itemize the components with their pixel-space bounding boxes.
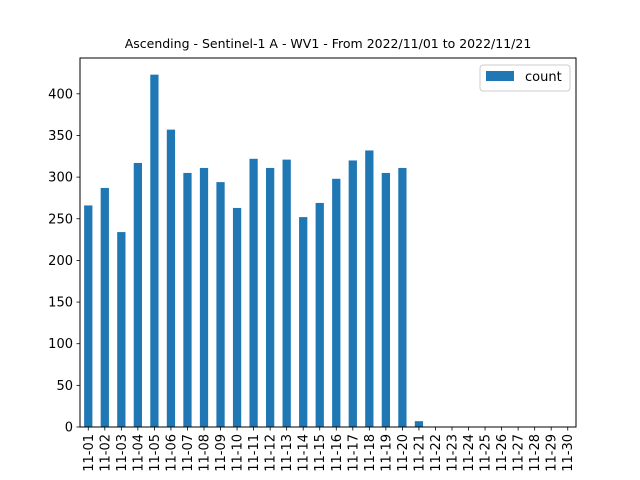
bar-11-03 [117, 232, 126, 427]
bar-11-11 [249, 158, 258, 427]
bar-11-10 [232, 207, 242, 427]
bar-11-14 [299, 217, 308, 427]
plot-frame [79, 57, 577, 428]
bars-group [84, 74, 424, 428]
x-axis: 11-01 11-02 11-03 11-04 11-05 11-06 11-07 11-08… [82, 427, 576, 472]
x-tick-label: 11-12 [264, 434, 279, 472]
x-tick-label: 11-18 [363, 434, 378, 472]
y-tick-label: 300 [48, 171, 73, 186]
chart-title: Ascending - Sentinel-1 A - WV1 - From 20… [125, 36, 532, 51]
x-tick-label: 11-22 [429, 434, 444, 472]
bar-11-17 [348, 160, 357, 427]
bar-11-09 [216, 182, 225, 427]
x-tick-label: 11-16 [330, 434, 345, 472]
x-tick-label: 11-17 [346, 434, 361, 472]
bar-11-20 [398, 167, 407, 428]
bar-11-02 [100, 187, 109, 427]
x-tick-label: 11-02 [98, 434, 113, 472]
x-tick-label: 11-08 [198, 434, 213, 472]
x-tick-label: 11-26 [495, 434, 510, 472]
bar-11-13 [282, 159, 291, 427]
legend-swatch [486, 71, 514, 81]
x-tick-label: 11-27 [512, 434, 527, 472]
x-tick-label: 11-07 [181, 434, 196, 472]
y-tick-label: 0 [65, 421, 73, 436]
bar-11-08 [199, 167, 209, 428]
bar-11-05 [150, 74, 159, 427]
x-tick-label: 11-23 [446, 434, 461, 472]
y-tick-label: 350 [48, 129, 73, 144]
bar-11-06 [166, 129, 176, 427]
bar-11-04 [133, 162, 142, 428]
x-tick-label: 11-04 [131, 434, 146, 472]
x-tick-label: 11-06 [164, 434, 179, 472]
x-tick-label: 11-09 [214, 434, 229, 472]
x-tick-label: 11-25 [479, 434, 494, 472]
bar-11-15 [315, 202, 324, 427]
y-tick-label: 400 [48, 87, 73, 102]
x-tick-label: 11-21 [412, 434, 427, 472]
bar-11-01 [84, 205, 93, 427]
x-tick-label: 11-13 [280, 434, 295, 472]
bar-11-16 [332, 178, 341, 427]
y-tick-label: 100 [48, 337, 73, 352]
bar-11-19 [381, 172, 390, 427]
x-tick-label: 11-01 [82, 434, 97, 472]
legend-label: count [525, 70, 562, 85]
y-tick-label: 150 [48, 296, 73, 311]
x-tick-label: 11-11 [247, 434, 262, 472]
x-tick-label: 11-29 [545, 434, 560, 472]
bar-11-07 [183, 172, 192, 427]
x-tick-label: 11-30 [561, 434, 576, 472]
bar-11-18 [365, 150, 374, 427]
x-tick-label: 11-10 [231, 434, 246, 472]
y-tick-label: 50 [56, 379, 73, 394]
x-tick-label: 11-28 [528, 434, 543, 472]
x-tick-label: 11-19 [379, 434, 394, 472]
bar-11-21 [414, 421, 424, 427]
y-tick-label: 250 [48, 212, 73, 227]
x-tick-label: 11-20 [396, 434, 411, 472]
x-tick-label: 11-24 [462, 434, 477, 472]
bar-11-12 [266, 167, 275, 428]
y-axis: 0 50 100 150 200 250 300 350 400 [48, 87, 80, 436]
legend: count [479, 64, 571, 92]
x-tick-label: 11-14 [297, 434, 312, 472]
y-tick-label: 200 [48, 254, 73, 269]
x-tick-label: 11-15 [313, 434, 328, 472]
x-tick-label: 11-03 [115, 434, 130, 472]
x-tick-label: 11-05 [148, 434, 163, 472]
